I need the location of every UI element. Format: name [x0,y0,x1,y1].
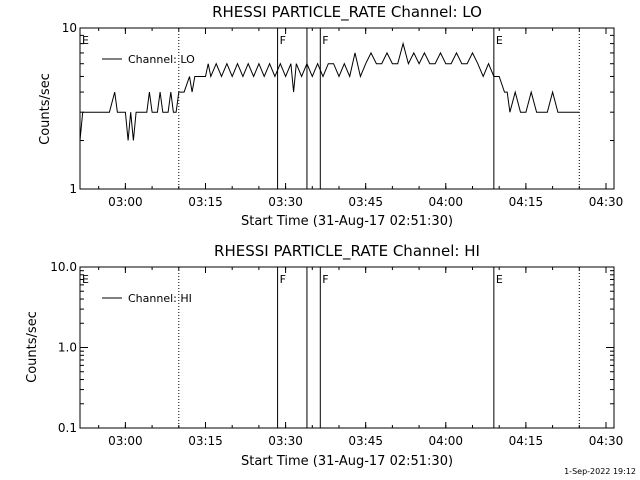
lo-plot-frame [79,27,615,190]
lo-series-line [80,41,580,141]
lo-x-tick-label: 03:15 [188,195,223,209]
hi-x-tick-label: 03:45 [348,434,383,448]
lo-x-tick-label: 03:30 [268,195,303,209]
lo-x-tick-label: 03:00 [108,195,143,209]
lo-y-tick-label: 1 [69,182,77,196]
hi-flag-label: F [322,273,328,286]
footer-timestamp: 1-Sep-2022 19:12 [564,467,636,476]
hi-y-tick-label: 1.0 [58,341,77,355]
lo-flag-label: E [82,34,89,47]
hi-flag-label: E [82,273,89,286]
hi-x-tick-label: 04:00 [428,434,463,448]
hi-legend-label: Channel: HI [128,292,192,305]
hi-x-tick-label: 04:15 [509,434,544,448]
hi-x-tick-label: 03:15 [188,434,223,448]
hi-x-axis-label: Start Time (31-Aug-17 02:51:30) [241,454,453,469]
lo-x-tick-label: 04:15 [509,195,544,209]
lo-x-tick-label: 03:45 [348,195,383,209]
hi-y-tick-label: 10.0 [50,260,77,274]
hi-channel-panel: RHESSI PARTICLE_RATE Channel: HI Start T… [25,242,623,469]
lo-x-tick-label: 04:30 [589,195,624,209]
lo-flag-label: E [496,34,503,47]
hi-x-tick-label: 04:30 [589,434,624,448]
hi-x-tick-label: 03:00 [108,434,143,448]
hi-flag-label: E [496,273,503,286]
hi-y-tick-label: 0.1 [58,421,77,435]
lo-y-axis-label: Counts/sec [38,73,53,145]
lo-flag-label: F [280,34,286,47]
lo-legend-label: Channel: LO [128,53,195,66]
lo-chart-title: RHESSI PARTICLE_RATE Channel: LO [212,3,482,22]
hi-y-axis-label: Counts/sec [25,311,40,383]
hi-flag-label: F [280,273,286,286]
lo-y-tick-label: 10 [62,21,77,35]
lo-legend: Channel: LO [102,53,195,66]
lo-flag-label: F [322,34,328,47]
hi-x-tick-label: 03:30 [268,434,303,448]
hi-legend: Channel: HI [102,292,192,305]
lo-x-tick-label: 04:00 [428,195,463,209]
lo-channel-panel: RHESSI PARTICLE_RATE Channel: LO Start T… [38,3,623,229]
hi-chart-title: RHESSI PARTICLE_RATE Channel: HI [214,242,480,261]
lo-x-axis-label: Start Time (31-Aug-17 02:51:30) [241,214,453,229]
